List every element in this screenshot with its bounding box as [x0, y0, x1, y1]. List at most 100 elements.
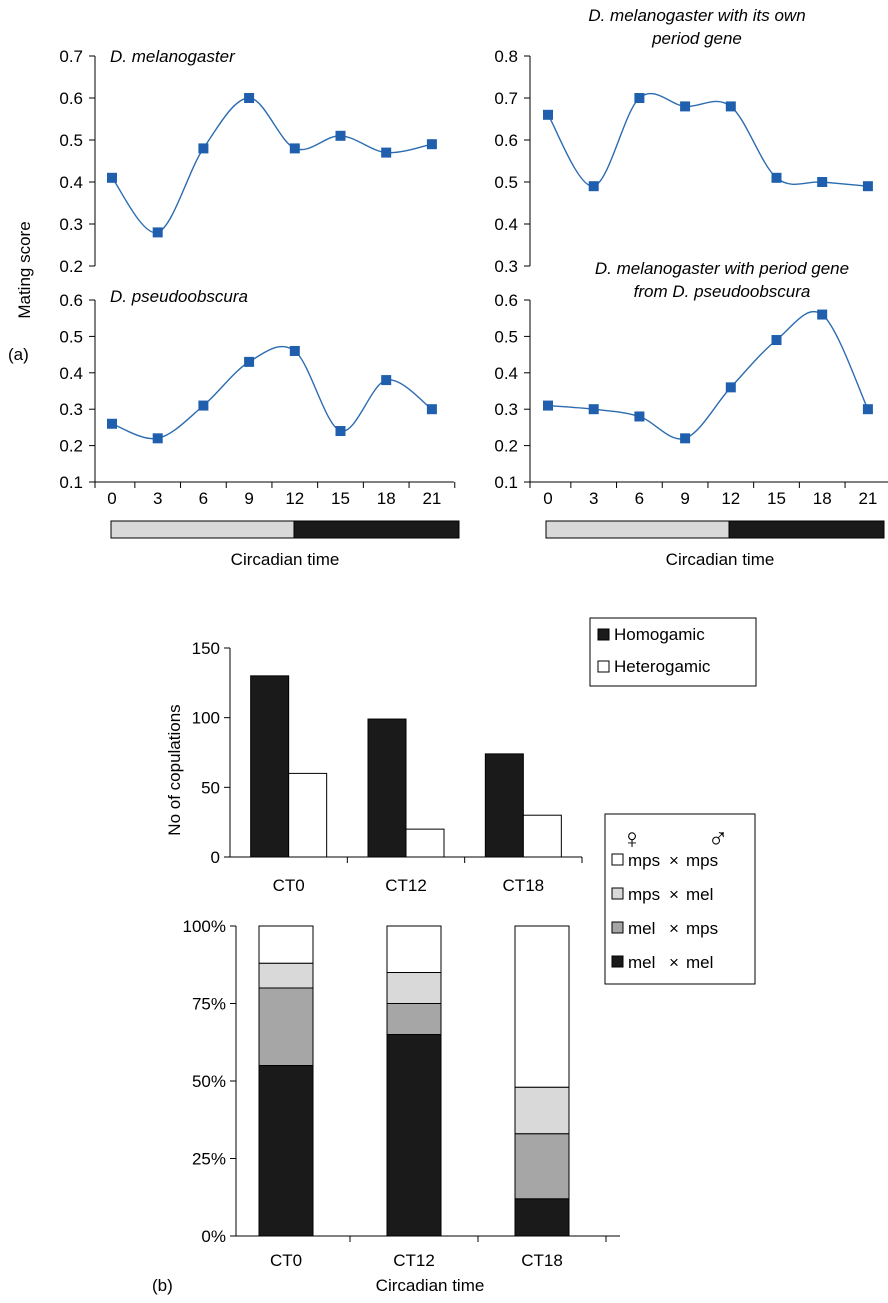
- b2-y-tick-label: 75%: [192, 995, 226, 1014]
- b2-bar-segment: [258, 1065, 314, 1237]
- a2-data-point: [634, 93, 645, 103]
- chart-a4-xlabel: Circadian time: [666, 550, 775, 569]
- panel-b-xlabel: Circadian time: [376, 1276, 485, 1295]
- b2-bar-segment: [258, 962, 314, 989]
- a2-y-tick-label: 0.7: [494, 89, 518, 108]
- a3-y-tick-label: 0.4: [59, 364, 83, 383]
- a4-y-tick-label: 0.1: [494, 473, 518, 492]
- chart-b1-legend-label-homogamic: Homogamic: [614, 625, 705, 644]
- chart-a4-light-period-bar: [545, 520, 730, 539]
- chart-a1: D. melanogaster 0.2 0.3 0.4 0.5 0.6 0.7: [59, 47, 437, 276]
- b2-y-tick-label: 50%: [192, 1072, 226, 1091]
- b1-y-tick-label: 150: [192, 639, 220, 658]
- chart-b1-bars: [250, 675, 562, 858]
- a2-data-point: [862, 181, 873, 192]
- a4-y-tick-label: 0.4: [494, 364, 518, 383]
- chart-b2-legend-male-mps-mel: mel: [686, 885, 713, 904]
- a1-y-tick-label: 0.3: [59, 215, 83, 234]
- chart-a1-series: [107, 93, 437, 238]
- b2-bar-segment: [258, 987, 314, 1066]
- a3-x-tick-label: 0: [107, 489, 116, 508]
- b2-y-tick-label: 100%: [183, 917, 226, 936]
- b2-bar-segment: [514, 925, 570, 1088]
- a1-y-tick-label: 0.6: [59, 89, 83, 108]
- chart-b2-legend-female-mps-mps: mps: [628, 851, 660, 870]
- b2-bar-segment: [258, 925, 314, 964]
- a3-data-point: [198, 400, 209, 411]
- chart-b2-axes: 0% 25% 50% 75% 100% CT0 CT12 CT18: [183, 917, 620, 1270]
- chart-b1-legend-swatch-heterogamic: [597, 660, 610, 673]
- a4-data-point: [680, 433, 691, 444]
- a2-y-tick-label: 0.8: [494, 47, 518, 66]
- b2-bar-segment: [514, 1086, 570, 1135]
- a2-y-tick-label: 0.6: [494, 131, 518, 150]
- chart-a1-title: D. melanogaster: [110, 47, 236, 66]
- chart-a2-title-line-1: D. melanogaster with its own: [588, 6, 805, 25]
- a4-x-tick-label: 0: [543, 489, 552, 508]
- a2-data-point: [680, 101, 691, 112]
- chart-b2-legend-male-symbol: ♂: [708, 823, 729, 854]
- a4-x-tick-label: 21: [858, 489, 877, 508]
- a4-y-tick-label: 0.5: [494, 327, 518, 346]
- chart-b2-legend-swatch-mps-mps: [611, 853, 624, 866]
- a4-data-point: [771, 335, 782, 346]
- chart-a3-dark-period-bar: [293, 520, 460, 539]
- chart-b2-legend-swatch-mel-mps: [611, 921, 624, 934]
- a1-data-point: [152, 227, 163, 238]
- a4-data-point: [588, 404, 599, 415]
- a3-data-point: [426, 404, 437, 415]
- chart-b1-legend-swatch-homogamic: [597, 628, 610, 641]
- chart-b2-bars: [258, 925, 570, 1237]
- a3-data-point: [107, 418, 117, 429]
- a4-x-tick-label: 12: [721, 489, 740, 508]
- a4-x-tick-label: 6: [635, 489, 644, 508]
- a1-y-tick-label: 0.2: [59, 257, 83, 276]
- chart-a4-series: [543, 309, 873, 444]
- a4-x-tick-label: 18: [813, 489, 832, 508]
- a3-x-tick-label: 21: [422, 489, 441, 508]
- a2-data-point: [725, 101, 736, 112]
- chart-b2-legend-female-mel-mel: mel: [628, 953, 655, 972]
- b1-bar: [522, 814, 562, 858]
- chart-a1-yaxis: 0.2 0.3 0.4 0.5 0.6 0.7: [59, 47, 96, 276]
- b2-bar-segment: [514, 1198, 570, 1237]
- a3-y-tick-label: 0.6: [59, 291, 83, 310]
- b1-x-tick-label: CT18: [503, 876, 545, 895]
- b1-x-tick-label: CT0: [273, 876, 305, 895]
- a4-series-line: [547, 311, 869, 440]
- a2-series-line: [547, 92, 868, 187]
- a4-data-point: [634, 411, 645, 422]
- a1-data-point: [335, 130, 346, 141]
- b2-bar-segment: [514, 1133, 570, 1200]
- chart-a4-dark-period-bar: [728, 520, 885, 539]
- panel-a-label: (a): [8, 345, 29, 364]
- a3-data-point: [244, 356, 255, 367]
- chart-a3-axes: 0.1 0.2 0.3 0.4 0.5 0.6 0 3 6 9 12 15 18 21: [59, 291, 456, 508]
- a4-data-point: [817, 309, 828, 320]
- a2-data-point: [817, 177, 828, 187]
- chart-b2-legend-frame: [604, 813, 756, 985]
- a4-x-tick-label: 15: [767, 489, 786, 508]
- chart-b1-ylabel: No of copulations: [165, 704, 184, 835]
- chart-b2-legend-female-mel-mps: mel: [628, 919, 655, 938]
- b2-bar-segment: [386, 1003, 442, 1035]
- chart-b2-legend-cross-mel-mel: ×: [669, 953, 679, 972]
- a3-data-point: [289, 345, 300, 356]
- a2-data-point: [588, 181, 599, 192]
- a3-x-tick-label: 18: [377, 489, 396, 508]
- chart-a2-series: [543, 92, 873, 192]
- panel-a-ylabel: Mating score: [15, 221, 34, 318]
- chart-a2: D. melanogaster with its own period gene…: [494, 6, 873, 276]
- a4-x-tick-label: 9: [680, 489, 689, 508]
- b1-bar: [367, 718, 407, 858]
- chart-b2-legend-cross-mps-mps: ×: [669, 851, 679, 870]
- chart-b2-legend-cross-mps-mel: ×: [669, 885, 679, 904]
- chart-a3-xlabel: Circadian time: [231, 550, 340, 569]
- chart-a3-light-period-bar: [110, 520, 295, 539]
- a1-data-point: [381, 147, 392, 158]
- b1-y-tick-label: 0: [211, 848, 220, 867]
- chart-a4: D. melanogaster with period gene from D.…: [494, 259, 888, 569]
- panel-b-label: (b): [152, 1276, 173, 1295]
- chart-a4-axes: 0.1 0.2 0.3 0.4 0.5 0.6 0 3 6 9 12 15 18 21: [494, 291, 888, 508]
